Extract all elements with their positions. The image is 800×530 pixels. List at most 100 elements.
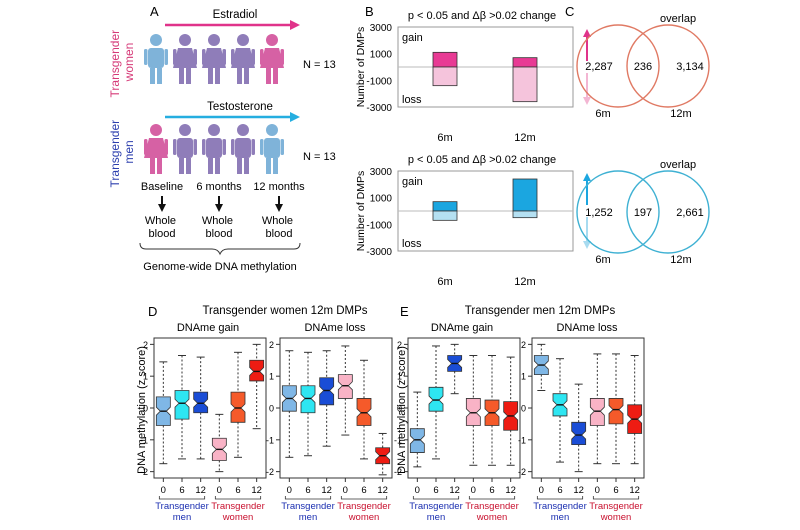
box xyxy=(337,374,353,399)
person-icon xyxy=(173,124,197,174)
plot-frame xyxy=(279,337,393,479)
x-tick-label: 12 xyxy=(377,485,388,496)
x-tick-label: 12 xyxy=(321,485,332,496)
n-label-bottom: N = 13 xyxy=(303,151,336,163)
gain-bar xyxy=(432,201,458,212)
loss-bar xyxy=(512,210,538,219)
box xyxy=(193,391,209,414)
gain-arrow-head xyxy=(583,173,591,181)
panel-letter-e: E xyxy=(400,304,409,319)
y-tick-label: -1 xyxy=(266,435,274,445)
box xyxy=(319,377,335,406)
x-tick-label: 12 xyxy=(573,485,584,496)
venn-top-12m-label: 12m xyxy=(670,108,691,120)
venn-bottom-6m-only: 1,252 xyxy=(585,207,613,219)
x-tick-label: 6 xyxy=(179,485,184,496)
panel-letter-b: B xyxy=(365,4,374,19)
boxplot-e-gain: 2 1 0 -1 -2 0 6 12 0 6 12 Transgender menTransgender… xyxy=(394,337,521,523)
panel-b-title-top: p < 0.05 and Δβ >0.02 change xyxy=(408,10,556,22)
panel-b: B p < 0.05 and Δβ >0.02 change p < 0.05 … xyxy=(355,4,591,288)
box xyxy=(428,386,444,412)
panel-d-title: Transgender women 12m DMPs xyxy=(202,305,367,317)
panel-c: C overlap 2,287 236 3,134 6m 12m overlap… xyxy=(565,4,710,266)
loss-arrow-head xyxy=(583,241,591,249)
group-label: Transgender women xyxy=(337,501,391,523)
x-tick-label: 12 xyxy=(251,485,262,496)
testosterone-arrow-head xyxy=(290,112,300,122)
category-label: 6m xyxy=(437,276,452,288)
x-tick-label: 6 xyxy=(489,485,494,496)
plot-frame xyxy=(531,337,645,479)
venn-top-6m-label: 6m xyxy=(595,108,610,120)
y-tick-label: 1000 xyxy=(370,50,393,61)
person-icon xyxy=(231,34,255,84)
group-label: Transgender women xyxy=(211,501,265,523)
brace xyxy=(139,242,301,256)
y-tick-label: 2 xyxy=(521,340,526,350)
y-tick-label: 2 xyxy=(397,340,402,350)
panel-d: D Transgender women 12m DMPs DNAme gain … xyxy=(136,304,393,523)
y-tick-label: -2 xyxy=(266,467,274,477)
venn-bottom-12m-label: 12m xyxy=(670,254,691,266)
person-icon xyxy=(144,124,168,174)
gain-bar xyxy=(512,57,538,68)
x-tick-label: 12 xyxy=(505,485,516,496)
x-tick-label: 6 xyxy=(235,485,240,496)
gain-arrow-head xyxy=(583,29,591,37)
panel-letter-d: D xyxy=(148,304,157,319)
y-tick-label: 0 xyxy=(521,404,526,414)
box xyxy=(409,428,425,453)
group-label: Transgender women xyxy=(589,501,643,523)
person-icon xyxy=(260,34,284,84)
y-tick-label: -3000 xyxy=(366,247,392,258)
loss-arrow-head xyxy=(583,97,591,105)
y-tick-label: 0 xyxy=(397,404,402,414)
x-tick-label: 0 xyxy=(217,485,222,496)
y-tick-label: -3000 xyxy=(366,103,392,114)
group-bracket xyxy=(412,496,460,500)
x-tick-label: 12 xyxy=(449,485,460,496)
sample-whole-blood-12m: Whole blood xyxy=(262,215,296,240)
x-tick-label: 6 xyxy=(305,485,310,496)
group-bracket xyxy=(214,496,262,500)
venn-top-overlap-label: overlap xyxy=(660,13,696,25)
y-tick-label: 1 xyxy=(397,372,402,382)
n-label-top: N = 13 xyxy=(303,59,336,71)
genome-wide-label: Genome-wide DNA methylation xyxy=(143,261,296,273)
group-bracket xyxy=(284,496,332,500)
sample-whole-blood-baseline: Whole blood xyxy=(145,215,179,240)
panel-a: A Estradiol Transgender women N = 13 Tes… xyxy=(108,4,336,273)
panel-d-loss-title: DNAme loss xyxy=(304,322,366,334)
panel-d-ylabel: DNA methylation (z score) xyxy=(136,346,148,474)
loss-bar xyxy=(432,66,458,87)
person-icon xyxy=(144,34,168,84)
boxplot-e-loss: 2 1 0 -1 -2 0 6 12 0 6 12 Transgender menTransgender… xyxy=(518,337,645,523)
loss-label: loss xyxy=(402,94,422,106)
panel-b-title-bottom: p < 0.05 and Δβ >0.02 change xyxy=(408,154,556,166)
gain-bar xyxy=(432,51,458,68)
y-tick-label: 1 xyxy=(143,372,148,382)
sample-whole-blood-6m: Whole blood xyxy=(202,215,236,240)
x-tick-label: 6 xyxy=(557,485,562,496)
timepoint-12-months: 12 months xyxy=(253,181,305,193)
y-tick-label: 0 xyxy=(269,404,274,414)
x-tick-label: 0 xyxy=(539,485,544,496)
loss-bar xyxy=(512,66,538,103)
venn-top-circle-6m xyxy=(576,24,660,108)
boxplot-d-loss: 2 1 0 -1 -2 0 6 12 0 6 12 Transgender menTransgender… xyxy=(266,337,393,523)
y-tick-label: 3000 xyxy=(370,23,393,34)
y-tick-label: -2 xyxy=(140,467,148,477)
group-bracket xyxy=(340,496,388,500)
group-label-transgender-men: Transgender men xyxy=(108,117,136,188)
x-tick-label: 0 xyxy=(595,485,600,496)
group-bracket xyxy=(536,496,584,500)
venn-top-overlap: 236 xyxy=(634,61,652,73)
person-icon xyxy=(202,124,226,174)
y-tick-label: -2 xyxy=(394,467,402,477)
y-tick-label: -2 xyxy=(518,467,526,477)
estradiol-arrow-head xyxy=(290,20,300,30)
y-tick-label: -1000 xyxy=(366,220,392,231)
box xyxy=(174,390,190,420)
panel-letter-c: C xyxy=(565,4,574,19)
